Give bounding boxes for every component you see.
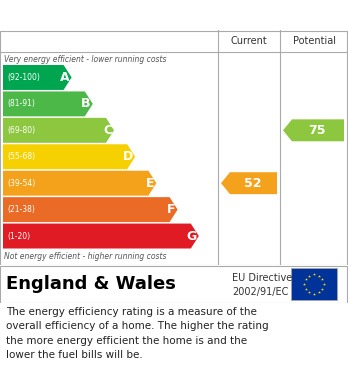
Text: B: B xyxy=(81,97,91,110)
Text: (21-38): (21-38) xyxy=(7,205,35,214)
Text: F: F xyxy=(167,203,176,216)
Text: (69-80): (69-80) xyxy=(7,126,35,135)
Text: (81-91): (81-91) xyxy=(7,99,35,108)
Text: EU Directive: EU Directive xyxy=(232,273,292,283)
Text: D: D xyxy=(123,150,133,163)
Text: (1-20): (1-20) xyxy=(7,231,30,240)
Bar xyxy=(291,268,337,300)
Text: A: A xyxy=(60,71,70,84)
Polygon shape xyxy=(3,197,177,222)
Polygon shape xyxy=(3,171,156,196)
Text: E: E xyxy=(146,177,155,190)
Text: The energy efficiency rating is a measure of the
overall efficiency of a home. T: The energy efficiency rating is a measur… xyxy=(6,307,269,360)
Text: 75: 75 xyxy=(308,124,326,137)
Text: Current: Current xyxy=(231,36,267,46)
Polygon shape xyxy=(3,65,72,90)
Text: Not energy efficient - higher running costs: Not energy efficient - higher running co… xyxy=(4,252,166,261)
Text: 2002/91/EC: 2002/91/EC xyxy=(232,287,288,297)
Text: (39-54): (39-54) xyxy=(7,179,35,188)
Text: C: C xyxy=(103,124,112,137)
Text: England & Wales: England & Wales xyxy=(6,275,176,293)
Text: 52: 52 xyxy=(244,177,261,190)
Polygon shape xyxy=(221,172,277,194)
Polygon shape xyxy=(283,119,344,141)
Polygon shape xyxy=(3,91,93,117)
Text: Energy Efficiency Rating: Energy Efficiency Rating xyxy=(9,7,219,23)
Text: G: G xyxy=(187,230,197,242)
Text: (55-68): (55-68) xyxy=(7,152,35,161)
Text: (92-100): (92-100) xyxy=(7,73,40,82)
Text: Potential: Potential xyxy=(293,36,335,46)
Text: Very energy efficient - lower running costs: Very energy efficient - lower running co… xyxy=(4,55,166,64)
Polygon shape xyxy=(3,224,199,249)
Polygon shape xyxy=(3,144,135,169)
Polygon shape xyxy=(3,118,114,143)
